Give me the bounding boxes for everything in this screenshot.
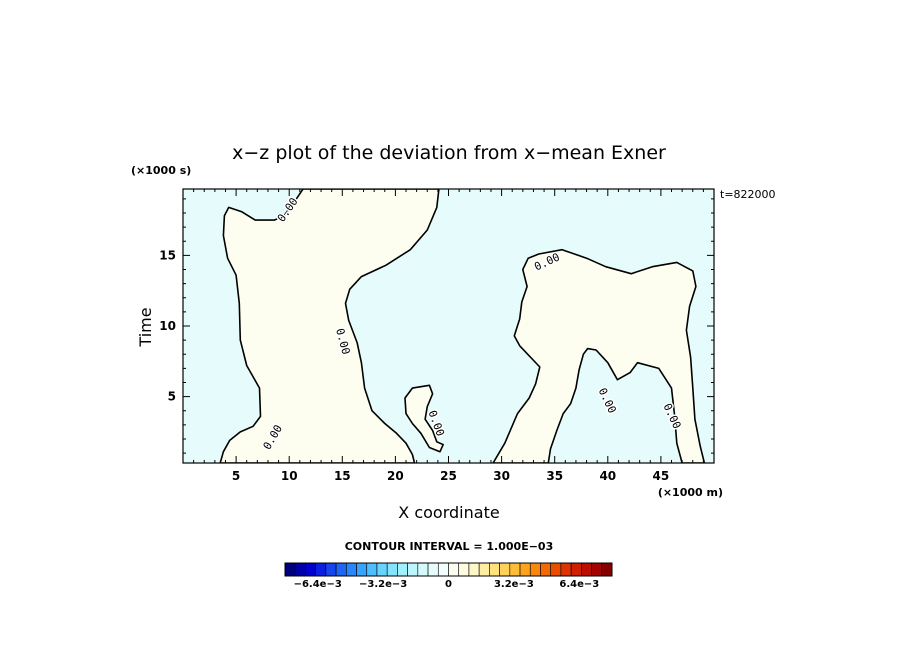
colorbar-swatch [315,562,327,577]
y-axis-unit: (×1000 s) [131,164,191,177]
colorbar-swatch [560,562,572,577]
x-tick-label: 10 [281,469,298,483]
colorbar-swatch [407,562,419,577]
contour-region-1 [219,189,440,463]
colorbar-swatch [376,562,388,577]
colorbar-swatch [386,562,398,577]
colorbar-swatch [601,562,613,577]
colorbar-tick-label: 0 [445,579,452,590]
contour-regions [219,189,706,463]
x-tick-label: 35 [546,469,563,483]
colorbar-tick-label: −6.4e−3 [294,579,342,590]
colorbar-swatch [550,562,562,577]
colorbar-swatch [468,562,480,577]
colorbar-swatch [529,562,541,577]
colorbar-swatch [284,562,296,577]
colorbar-tick-label: 3.2e−3 [494,579,534,590]
colorbar-swatch [519,562,531,577]
colorbar-swatch [366,562,378,577]
x-axis-label: X coordinate [398,503,499,522]
axis-ticks: 5 10 15 20 25 30 35 40 45 5 10 15 [159,189,714,483]
x-tick-label: 40 [599,469,616,483]
colorbar-tick-label: −3.2e−3 [359,579,407,590]
y-tick-label: 15 [159,248,176,262]
y-tick-label: 5 [168,390,176,404]
colorbar-swatch [397,562,408,577]
chart-title: x−z plot of the deviation from x−mean Ex… [232,142,666,164]
x-tick-label: 45 [653,469,670,483]
colorbar-swatch [294,562,306,577]
colorbar-swatch [335,562,347,577]
colorbar-swatch [570,562,582,577]
colorbar-swatch [325,562,337,577]
colorbar-swatch [458,562,470,577]
colorbar-tick-label: 6.4e−3 [559,579,599,590]
colorbar-swatch [437,562,449,577]
contour-region-3 [404,384,444,453]
colorbar-swatch [581,562,592,577]
y-axis-label: Time [136,307,155,347]
colorbar-swatch [356,562,368,577]
colorbar-swatch [540,562,551,577]
colorbar-swatch [417,562,429,577]
x-tick-label: 25 [440,469,457,483]
colorbar-swatch [489,562,500,577]
x-tick-label: 30 [493,469,510,483]
time-stamp: t=822000 [720,188,776,201]
colorbar-swatch [305,562,316,577]
y-tick-label: 10 [159,319,176,333]
colorbar-swatch [427,562,439,577]
x-tick-label: 5 [232,469,240,483]
colorbar: −6.4e−3 −3.2e−3 0 3.2e−3 6.4e−3 [284,562,613,590]
x-tick-label: 15 [334,469,351,483]
colorbar-swatch [591,562,603,577]
colorbar-swatch [499,562,511,577]
x-tick-label: 20 [387,469,404,483]
colorbar-swatch [509,562,521,577]
x-axis-unit: (×1000 m) [658,486,723,499]
colorbar-swatch [448,562,460,577]
colorbar-frame [284,562,613,577]
colorbar-swatch [346,562,357,577]
colorbar-swatch [478,562,490,577]
contour-region-2 [492,248,706,463]
contour-interval: CONTOUR INTERVAL = 1.000E−03 [345,540,554,553]
